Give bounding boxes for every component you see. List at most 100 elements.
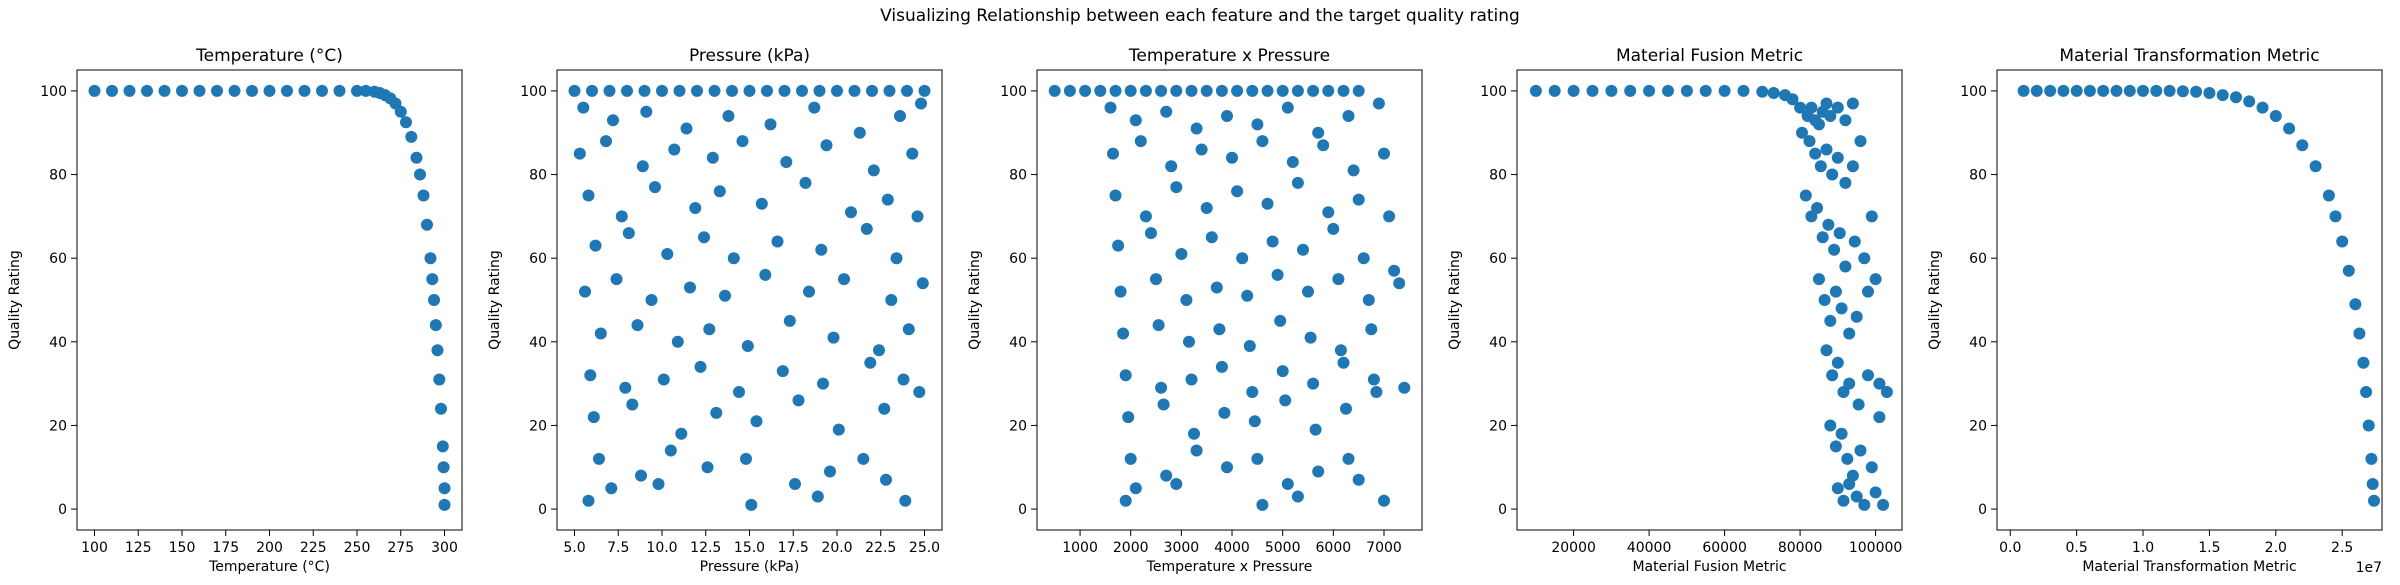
data-point bbox=[605, 482, 618, 495]
data-point bbox=[894, 110, 906, 122]
y-tick-label: 40 bbox=[49, 335, 67, 351]
data-point bbox=[740, 452, 752, 465]
data-point bbox=[586, 84, 598, 97]
data-point bbox=[1274, 314, 1287, 327]
data-point bbox=[1822, 218, 1835, 231]
data-point bbox=[1261, 84, 1274, 97]
data-point bbox=[123, 84, 136, 97]
x-tick-label: 100000 bbox=[1849, 540, 1902, 556]
data-point bbox=[1304, 331, 1317, 344]
x-axis-label: Temperature x Pressure bbox=[1146, 559, 1313, 575]
data-point bbox=[1880, 386, 1893, 398]
data-point bbox=[1877, 498, 1890, 511]
data-point bbox=[603, 84, 616, 97]
data-point bbox=[1794, 101, 1807, 114]
data-point bbox=[803, 285, 815, 298]
data-point bbox=[2368, 494, 2380, 507]
data-point bbox=[1811, 202, 1824, 214]
data-point bbox=[1231, 185, 1244, 198]
data-point bbox=[1835, 427, 1848, 440]
data-point bbox=[568, 84, 581, 97]
data-point bbox=[619, 381, 632, 394]
data-point bbox=[745, 498, 758, 511]
data-point bbox=[1129, 482, 1142, 495]
y-tick-label: 20 bbox=[529, 418, 547, 434]
data-point bbox=[860, 222, 873, 235]
x-tick-label: 12.5 bbox=[690, 540, 721, 556]
data-point bbox=[1183, 335, 1195, 348]
data-point bbox=[857, 452, 870, 465]
data-point bbox=[1322, 84, 1335, 97]
data-point bbox=[1327, 222, 1340, 235]
data-point bbox=[750, 415, 763, 428]
data-point bbox=[915, 97, 927, 110]
data-point bbox=[1094, 84, 1107, 97]
data-point bbox=[2203, 87, 2216, 99]
data-point bbox=[864, 356, 877, 369]
y-tick-label: 100 bbox=[1480, 84, 1507, 100]
data-point bbox=[1680, 84, 1693, 97]
data-point bbox=[1205, 231, 1218, 244]
data-point bbox=[2044, 84, 2057, 97]
data-point bbox=[668, 143, 681, 156]
x-tick-label: 175 bbox=[212, 540, 239, 556]
data-point bbox=[1286, 156, 1299, 168]
data-point bbox=[106, 84, 118, 97]
data-point bbox=[698, 231, 710, 244]
data-point bbox=[579, 285, 591, 298]
data-point bbox=[1805, 210, 1818, 223]
data-point bbox=[631, 319, 644, 332]
x-tick-label: 6000 bbox=[1316, 540, 1352, 556]
data-point bbox=[1266, 235, 1279, 248]
data-point bbox=[1281, 101, 1294, 114]
data-point bbox=[2342, 264, 2355, 277]
subplot-1: 100 125 150 175 200 225 250 275 300 0 20 40 60 80 100 T… bbox=[7, 46, 463, 575]
y-tick-label: 40 bbox=[529, 335, 547, 351]
data-point bbox=[228, 84, 241, 97]
data-point bbox=[1826, 369, 1839, 382]
data-point bbox=[316, 84, 328, 97]
y-tick-label: 80 bbox=[1489, 168, 1507, 184]
data-point bbox=[1063, 84, 1076, 97]
data-point bbox=[1529, 84, 1542, 97]
data-point bbox=[808, 101, 821, 114]
y-tick-label: 40 bbox=[1489, 335, 1507, 351]
data-point bbox=[1839, 114, 1852, 127]
data-point bbox=[1831, 101, 1844, 114]
data-point bbox=[414, 168, 426, 181]
y-tick-label: 0 bbox=[1978, 502, 1987, 518]
data-point bbox=[587, 411, 600, 424]
data-point bbox=[622, 227, 635, 240]
data-point bbox=[410, 151, 423, 164]
data-point bbox=[176, 84, 188, 97]
data-point bbox=[433, 373, 446, 386]
x-tick-label: 250 bbox=[344, 540, 371, 556]
data-point bbox=[2362, 419, 2375, 432]
data-point bbox=[813, 84, 826, 97]
data-point bbox=[1854, 135, 1867, 148]
y-tick-label: 0 bbox=[538, 502, 547, 518]
y-axis-label: Quality Rating bbox=[1927, 250, 1943, 350]
x-tick-label: 17.5 bbox=[778, 540, 809, 556]
data-point bbox=[2329, 210, 2342, 223]
data-point bbox=[607, 114, 619, 127]
data-point bbox=[584, 369, 597, 382]
data-point bbox=[1122, 411, 1135, 424]
data-point bbox=[594, 327, 607, 340]
data-point bbox=[1312, 465, 1325, 478]
data-point bbox=[918, 84, 931, 97]
x-tick-label: 3000 bbox=[1164, 540, 1200, 556]
data-point bbox=[1332, 273, 1345, 286]
data-point bbox=[680, 122, 693, 135]
data-point bbox=[2057, 84, 2070, 97]
data-point bbox=[1150, 273, 1162, 286]
data-point bbox=[582, 189, 595, 202]
data-point bbox=[246, 84, 258, 97]
data-point bbox=[1291, 84, 1304, 97]
x-tick-label: 2000 bbox=[1113, 540, 1149, 556]
x-tick-label: 20000 bbox=[1551, 540, 1596, 556]
data-point bbox=[610, 273, 623, 286]
data-point bbox=[845, 206, 857, 219]
x-tick-label: 225 bbox=[300, 540, 327, 556]
